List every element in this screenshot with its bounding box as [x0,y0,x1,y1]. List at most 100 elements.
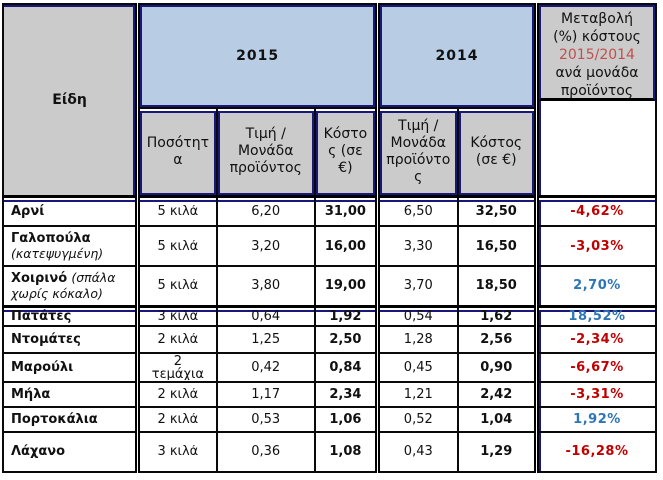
quantity-value: 5 κιλά [157,239,199,253]
cost-2014-cell: 2,56 [456,324,538,354]
item-name-note: (σπάλα χωρίς κόκαλο) [11,269,116,301]
price-2014-cell: 0,43 [375,430,459,473]
table-row: Λάχανο 3 κιλά 0,36 1,08 0,43 1,29 -16,28% [2,430,657,473]
header-change-prefix: Μεταβολή (%) κόστους [553,11,641,45]
quantity-cell: 2 τεμάχια [135,351,218,383]
table-row: Χοιρινό (σπάλα χωρίς κόκαλο) 5 κιλά 3,80 19… [2,265,657,307]
quantity-cell: 5 κιλά [135,194,218,227]
cost-2014-cell: 16,50 [456,225,538,267]
cost-2015-cell: 16,00 [313,225,379,267]
quantity-cell: 2 κιλά [135,324,218,354]
price-2014-cell: 6,50 [375,194,459,227]
table-row: Πορτοκάλια 2 κιλά 0,53 1,06 0,52 1,04 1,92% [2,405,657,433]
cost-2015-cell: 2,34 [313,380,379,408]
quantity-value: 2 κιλά [157,387,199,401]
price-2014-cell: 1,21 [375,380,459,408]
change-percent-cell: -4,62% [533,194,657,227]
change-percent-cell: -16,28% [533,430,657,473]
header-items: Είδη [2,3,139,197]
item-name-cell: Πορτοκάλια [2,405,139,433]
item-name: Πορτοκάλια [11,411,98,427]
quantity-value: 3 κιλά [157,309,199,323]
header-change-suffix: ανά μονάδα προϊόντος [555,65,639,99]
price-comparison-table: Είδη 2015 2014 Μεταβολή (%) κόστους 2015… [2,3,657,473]
cost-2015-cell: 1,06 [313,405,379,433]
table-row: Αρνί 5 κιλά 6,20 31,00 6,50 32,50 -4,62% [2,194,657,227]
quantity-value: 2 τεμάχια [151,354,204,380]
item-name: Ντομάτες [11,331,81,347]
price-2014-cell: 3,70 [375,265,459,307]
table-row: Ντομάτες 2 κιλά 1,25 2,50 1,28 2,56 -2,34% [2,324,657,354]
item-name-note: (κατεψυγμένη) [11,245,104,261]
price-2014-cell: 0,45 [375,351,459,383]
item-name-cell: Γαλοπούλα (κατεψυγμένη) [2,225,139,267]
quantity-cell: 2 κιλά [135,405,218,433]
header-price-unit-2015: Τιμή / Μονάδα προϊόντος [215,107,316,198]
item-name: Μαρούλι [11,359,74,375]
change-percent-cell: -2,34% [533,324,657,354]
price-2015-cell: 0,42 [215,351,316,383]
cost-2014-cell: 2,42 [456,380,538,408]
quantity-value: 5 κιλά [157,204,199,218]
change-percent-cell: 18,52% [533,304,657,327]
price-2015-cell: 3,80 [215,265,316,307]
item-name-cell: Μαρούλι [2,351,139,383]
price-2015-cell: 3,20 [215,225,316,267]
table-row: Πατάτες 3 κιλά 0,64 1,92 0,54 1,62 18,52% [2,304,657,327]
header-price-unit-2014: Τιμή / Μονάδα προϊόντος [375,107,459,198]
quantity-cell: 3 κιλά [135,304,218,327]
cost-2014-cell: 1,29 [456,430,538,473]
cost-2014-cell: 1,04 [456,405,538,433]
price-2015-cell: 0,53 [215,405,316,433]
cost-2015-cell: 31,00 [313,194,379,227]
header-sub-row: Ποσότητα Τιμή / Μονάδα προϊόντος Κόστος … [3,107,656,198]
item-name-cell: Ντομάτες [2,324,139,354]
price-2014-cell: 3,30 [375,225,459,267]
item-name-cell: Αρνί [2,194,139,227]
header-quantity: Ποσότητα [135,107,218,198]
quantity-value: 5 κιλά [157,279,199,293]
change-percent-cell: 2,70% [533,265,657,307]
table-row: Γαλοπούλα (κατεψυγμένη) 5 κιλά 3,20 16,00 3,… [2,225,657,267]
price-2015-cell: 0,64 [215,304,316,327]
cost-2014-cell: 18,50 [456,265,538,307]
header-year-2015: 2015 [135,3,379,109]
change-percent-cell: -3,31% [533,380,657,408]
item-name-cell: Χοιρινό (σπάλα χωρίς κόκαλο) [2,265,139,307]
cost-2015-cell: 2,50 [313,324,379,354]
item-name: Αρνί [11,203,45,219]
price-2014-cell: 0,54 [375,304,459,327]
change-percent-cell: -6,67% [533,351,657,383]
price-2014-cell: 1,28 [375,324,459,354]
price-2015-cell: 1,17 [215,380,316,408]
quantity-cell: 5 κιλά [135,265,218,307]
price-2015-cell: 0,36 [215,430,316,473]
cost-2014-cell: 32,50 [456,194,538,227]
change-percent-cell: -3,03% [533,225,657,267]
cost-2015-cell: 1,92 [313,304,379,327]
item-name-cell: Λάχανο [2,430,139,473]
item-name: Χοιρινό [11,270,68,286]
cost-2015-cell: 0,84 [313,351,379,383]
quantity-cell: 2 κιλά [135,380,218,408]
quantity-cell: 3 κιλά [135,430,218,473]
header-cost-2015: Κόστος (σε €) [313,107,379,198]
item-name-cell: Πατάτες [2,304,139,327]
item-name: Μήλα [11,386,51,402]
table-row: Μαρούλι 2 τεμάχια 0,42 0,84 0,45 0,90 -6,67% [2,351,657,383]
header-year-2014: 2014 [375,3,538,109]
price-2015-cell: 1,25 [215,324,316,354]
header-year-row: Είδη 2015 2014 Μεταβολή (%) κόστους 2015… [2,3,657,198]
header-change-ratio: 2015/2014 [558,47,635,63]
header-change-cell: Μεταβολή (%) κόστους 2015/2014 ανά μονάδ… [533,3,657,198]
quantity-value: 2 κιλά [157,332,199,346]
price-2015-cell: 6,20 [215,194,316,227]
item-name: Γαλοπούλα [11,230,91,246]
cost-2014-cell: 1,62 [456,304,538,327]
quantity-cell: 5 κιλά [135,225,218,267]
cost-2015-cell: 19,00 [313,265,379,307]
item-name: Πατάτες [11,308,72,324]
item-name: Λάχανο [11,444,66,459]
quantity-value: 2 κιλά [157,412,199,426]
